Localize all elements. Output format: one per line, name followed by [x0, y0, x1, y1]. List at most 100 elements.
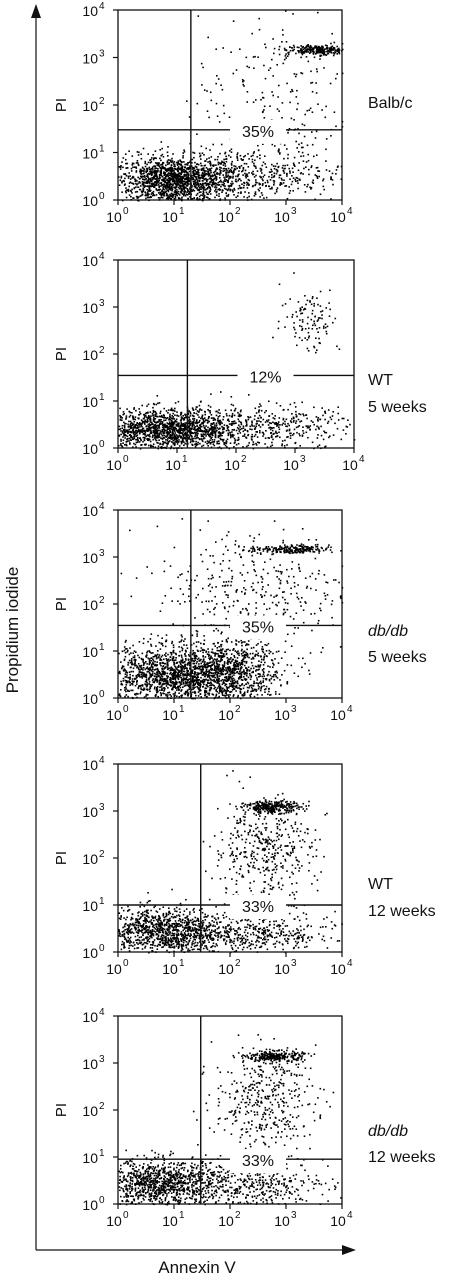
- event-point: [175, 423, 178, 426]
- event-point: [191, 438, 194, 440]
- event-point: [172, 174, 175, 177]
- event-point: [315, 428, 317, 431]
- event-point: [206, 187, 209, 190]
- event-point: [229, 189, 231, 192]
- event-point: [137, 164, 140, 167]
- event-point: [264, 43, 266, 46]
- event-point: [230, 162, 233, 165]
- event-point: [171, 188, 174, 191]
- event-point: [333, 48, 335, 51]
- event-point: [194, 443, 196, 446]
- event-point: [154, 414, 156, 416]
- event-point: [246, 175, 249, 178]
- event-point: [212, 171, 215, 174]
- event-point: [184, 427, 186, 430]
- event-point: [317, 420, 319, 422]
- event-point: [186, 691, 189, 693]
- event-point: [133, 166, 136, 168]
- event-point: [164, 426, 166, 428]
- event-point: [146, 416, 148, 419]
- event-point: [318, 170, 321, 172]
- event-point: [247, 166, 250, 168]
- event-point: [124, 177, 126, 180]
- event-point: [126, 648, 128, 650]
- event-point: [163, 424, 165, 427]
- event-point: [246, 101, 248, 103]
- event-point: [253, 164, 255, 167]
- event-point: [248, 195, 250, 198]
- event-point: [174, 165, 176, 168]
- event-point: [234, 180, 237, 182]
- event-point: [252, 154, 254, 157]
- event-point: [155, 181, 157, 183]
- event-point: [121, 431, 124, 434]
- event-point: [228, 420, 230, 423]
- event-point: [295, 416, 298, 418]
- event-point: [183, 170, 186, 173]
- event-point: [204, 410, 206, 413]
- event-point: [277, 96, 279, 98]
- event-point: [236, 426, 239, 429]
- event-point: [331, 47, 333, 50]
- event-point: [190, 440, 192, 442]
- event-point: [211, 433, 213, 435]
- event-point: [155, 413, 158, 415]
- event-point: [213, 427, 216, 429]
- event-point: [207, 426, 209, 429]
- event-point: [284, 167, 286, 170]
- event-point: [169, 182, 172, 185]
- event-point: [204, 433, 207, 435]
- event-point: [206, 110, 209, 112]
- event-point: [177, 436, 180, 438]
- event-point: [166, 179, 168, 181]
- event-point: [184, 166, 186, 168]
- event-point: [225, 160, 228, 163]
- event-point: [210, 414, 213, 416]
- event-point: [152, 423, 154, 426]
- event-point: [200, 191, 202, 193]
- event-point: [224, 409, 227, 412]
- event-point: [306, 339, 309, 341]
- event-point: [168, 421, 171, 423]
- event-point: [139, 669, 141, 671]
- event-point: [199, 155, 201, 158]
- event-point: [196, 425, 198, 427]
- event-point: [151, 177, 153, 179]
- event-point: [237, 439, 239, 441]
- event-point: [141, 425, 143, 428]
- event-point: [255, 179, 257, 181]
- event-point: [141, 178, 144, 180]
- event-point: [190, 186, 193, 189]
- event-point: [236, 157, 239, 160]
- event-point: [293, 402, 296, 404]
- event-point: [176, 163, 179, 165]
- event-point: [277, 151, 280, 153]
- event-point: [208, 677, 211, 679]
- event-point: [315, 82, 317, 84]
- event-point: [152, 192, 154, 195]
- event-point: [138, 674, 140, 677]
- event-point: [180, 442, 183, 445]
- event-point: [176, 194, 178, 197]
- event-point: [183, 168, 185, 171]
- event-point: [141, 181, 144, 183]
- event-point: [196, 187, 198, 189]
- event-point: [237, 179, 240, 182]
- event-point: [173, 165, 175, 168]
- event-point: [194, 181, 197, 183]
- event-point: [200, 425, 203, 428]
- event-point: [158, 402, 161, 404]
- event-point: [172, 412, 174, 415]
- event-point: [156, 181, 158, 184]
- event-point: [204, 171, 206, 173]
- event-point: [194, 161, 196, 164]
- event-point: [133, 407, 135, 409]
- event-point: [231, 677, 233, 680]
- event-point: [185, 438, 187, 440]
- event-point: [147, 424, 150, 426]
- event-point: [275, 168, 278, 171]
- event-point: [143, 688, 146, 690]
- event-point: [147, 179, 150, 181]
- event-point: [218, 684, 221, 686]
- event-point: [201, 198, 204, 200]
